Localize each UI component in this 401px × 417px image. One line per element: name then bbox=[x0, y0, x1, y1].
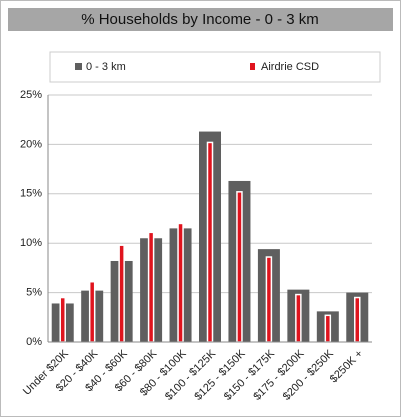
legend-label: 0 - 3 km bbox=[86, 61, 126, 73]
legend-swatch bbox=[75, 63, 82, 70]
y-tick-label: 20% bbox=[20, 138, 42, 150]
legend-swatch bbox=[250, 63, 255, 70]
y-tick-label: 25% bbox=[20, 89, 42, 101]
bar bbox=[265, 256, 273, 343]
y-tick-label: 15% bbox=[20, 188, 42, 200]
bar bbox=[147, 231, 155, 343]
bar bbox=[206, 141, 214, 343]
bar bbox=[295, 293, 302, 343]
chart-title: % Households by Income - 0 - 3 km bbox=[81, 11, 319, 28]
legend-label: Airdrie CSD bbox=[261, 61, 319, 73]
title-band bbox=[8, 8, 393, 31]
bar bbox=[177, 222, 184, 343]
bar bbox=[236, 191, 243, 343]
y-tick-label: 5% bbox=[26, 287, 42, 299]
bar bbox=[59, 296, 66, 343]
legend-box bbox=[49, 51, 381, 83]
bar bbox=[88, 280, 96, 343]
bar bbox=[118, 244, 125, 343]
bar bbox=[354, 296, 361, 343]
bar bbox=[324, 314, 332, 343]
y-tick-label: 0% bbox=[26, 336, 42, 348]
y-tick-label: 10% bbox=[20, 237, 42, 249]
